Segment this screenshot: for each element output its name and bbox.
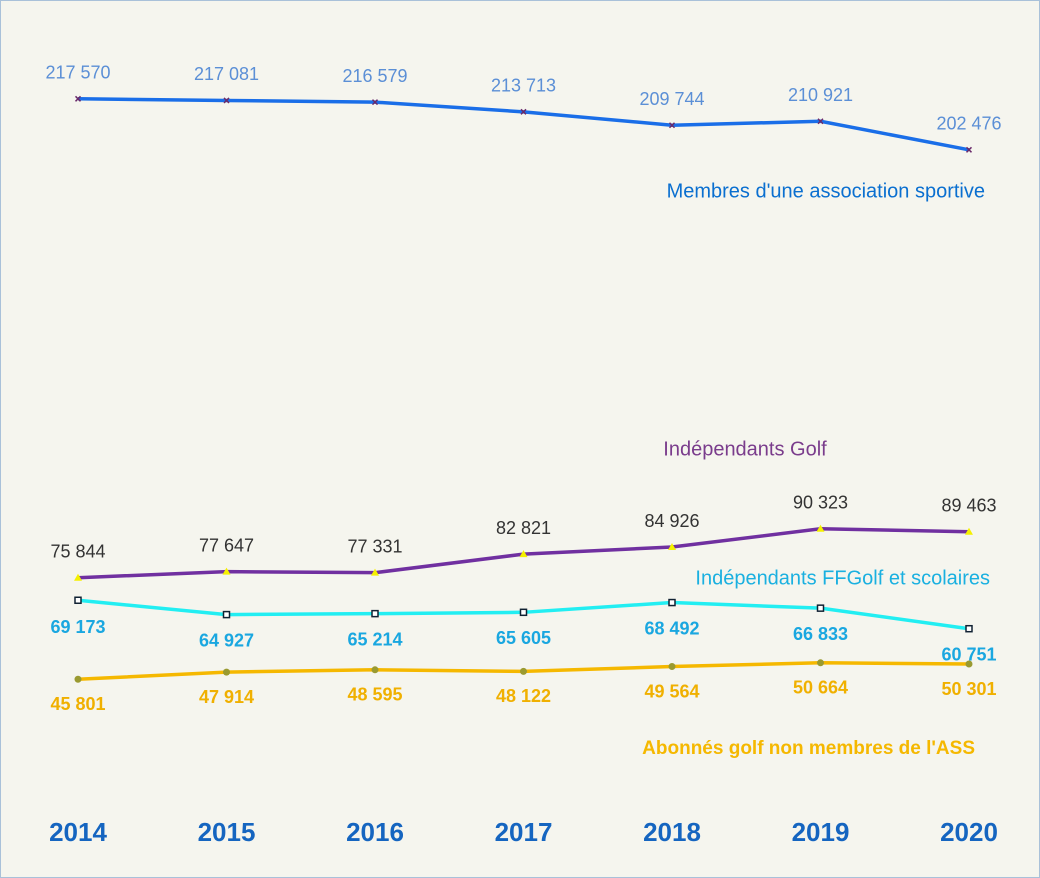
marker [371,568,379,576]
marker [74,95,82,102]
data-label: 50 301 [941,679,996,699]
data-label: 82 821 [496,518,551,538]
marker [965,660,973,668]
marker [965,146,973,153]
data-label: 75 844 [50,541,105,561]
data-label: 48 595 [347,685,402,705]
marker [668,543,676,551]
marker [371,666,379,674]
data-label: 50 664 [793,678,848,698]
data-label: 49 564 [644,681,699,701]
data-label: 45 801 [50,694,105,714]
data-label: 77 331 [347,536,402,556]
x-tick-label: 2016 [346,817,404,847]
data-label: 217 081 [194,64,259,84]
marker [519,608,528,617]
marker [816,524,825,532]
data-label: 77 647 [199,535,254,555]
marker [223,97,230,104]
marker [817,659,824,667]
data-label: 47 914 [199,687,254,707]
data-label: 90 323 [793,493,848,513]
data-label: 216 579 [342,66,407,86]
data-label: 69 173 [50,617,105,637]
marker [371,609,379,618]
marker [222,610,231,619]
series-label: Indépendants FFGolf et scolaires [695,567,990,589]
marker [817,118,824,125]
x-tick-label: 2020 [940,817,998,847]
marker [74,596,82,605]
data-label: 65 214 [347,629,402,649]
marker [520,108,527,115]
marker [668,663,676,671]
data-label: 64 927 [199,630,254,650]
x-tick-label: 2014 [49,817,107,847]
series-label: Membres d'une association sportive [667,180,985,202]
data-label: 217 570 [45,63,110,83]
x-tick-label: 2017 [495,817,553,847]
series-label: Abonnés golf non membres de l'ASS [642,738,975,759]
data-label: 89 463 [941,495,996,515]
marker [520,667,527,675]
marker [74,675,82,683]
marker [816,604,825,612]
data-label: 48 122 [496,686,551,706]
x-tick-label: 2015 [198,817,256,847]
series-label: Indépendants Golf [663,438,827,460]
marker [965,624,973,633]
data-label: 202 476 [936,114,1001,134]
data-label: 213 713 [491,76,556,96]
marker [223,668,230,676]
data-label: 65 605 [496,628,551,648]
data-label: 210 921 [788,85,853,105]
marker [668,598,676,607]
marker [74,573,82,581]
data-label: 66 833 [793,624,848,644]
data-label: 84 926 [644,511,699,531]
marker [519,550,528,558]
marker [668,122,676,129]
x-tick-label: 2019 [792,817,850,847]
marker [371,99,379,106]
data-label: 68 492 [644,618,699,638]
data-label: 209 744 [639,89,704,109]
data-label: 60 751 [941,644,996,664]
marker [222,567,231,575]
marker [965,527,973,535]
x-tick-label: 2018 [643,817,701,847]
